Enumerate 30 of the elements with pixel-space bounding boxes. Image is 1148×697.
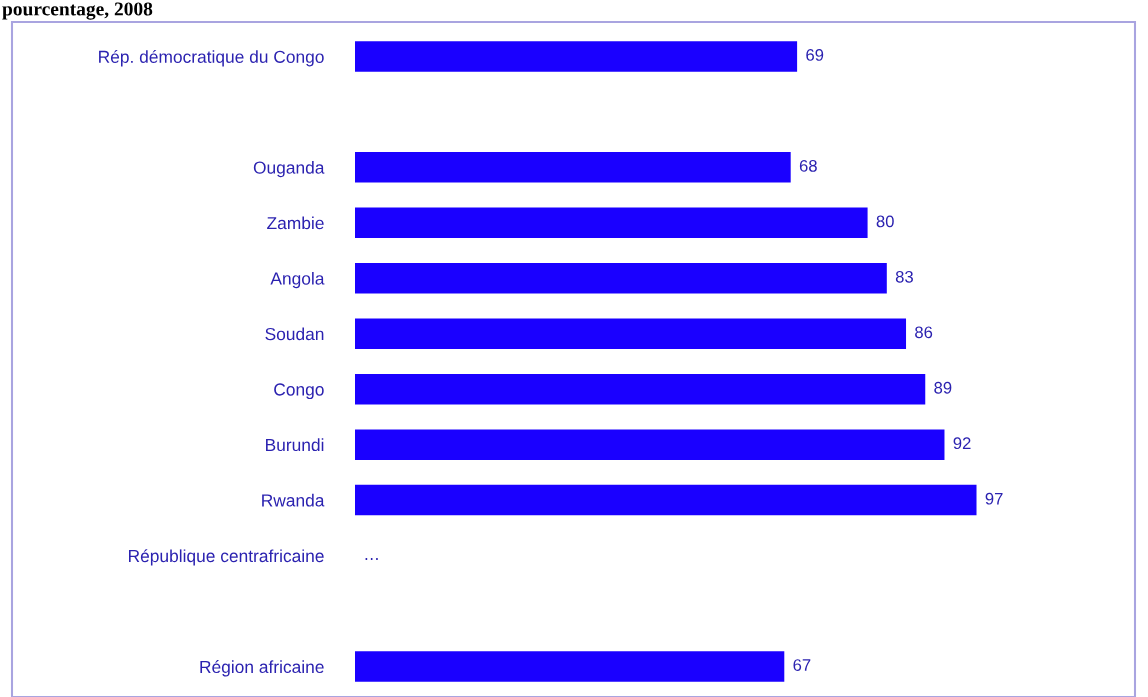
data-label: 68: [799, 159, 817, 172]
data-label: 86: [915, 326, 933, 339]
bar: [355, 651, 785, 682]
bar: [355, 318, 907, 349]
bar: [355, 152, 791, 183]
y-tick-label: Ouganda: [253, 161, 325, 178]
data-label: 83: [895, 270, 913, 283]
bar: [355, 429, 945, 460]
data-label: 92: [953, 437, 971, 450]
y-tick-label: Rép. démocratique du Congo: [99, 50, 324, 67]
y-tick-label: Burundi: [266, 438, 324, 452]
data-label: 67: [793, 659, 811, 671]
bar: [355, 373, 926, 405]
bar: [355, 484, 977, 516]
y-tick-label: Rwanda: [262, 493, 325, 507]
bar: [355, 207, 868, 239]
data-label: 69: [806, 49, 824, 61]
y-tick-label: République centrafricaine: [129, 549, 324, 566]
text: …: [365, 558, 378, 560]
y-tick-label: Angola: [270, 271, 325, 289]
y-tick-label: Soudan: [265, 327, 324, 341]
data-label: 97: [985, 492, 1003, 505]
data-label: 89: [934, 381, 952, 394]
y-tick-label: Région africaine: [200, 660, 324, 677]
y-tick-label: Congo: [274, 383, 324, 400]
text: pourcentage, 2008: [2, 2, 153, 20]
data-label: 80: [876, 215, 894, 228]
bar: [355, 41, 798, 72]
y-tick-label: Zambie: [267, 216, 324, 230]
bar: [355, 262, 887, 294]
